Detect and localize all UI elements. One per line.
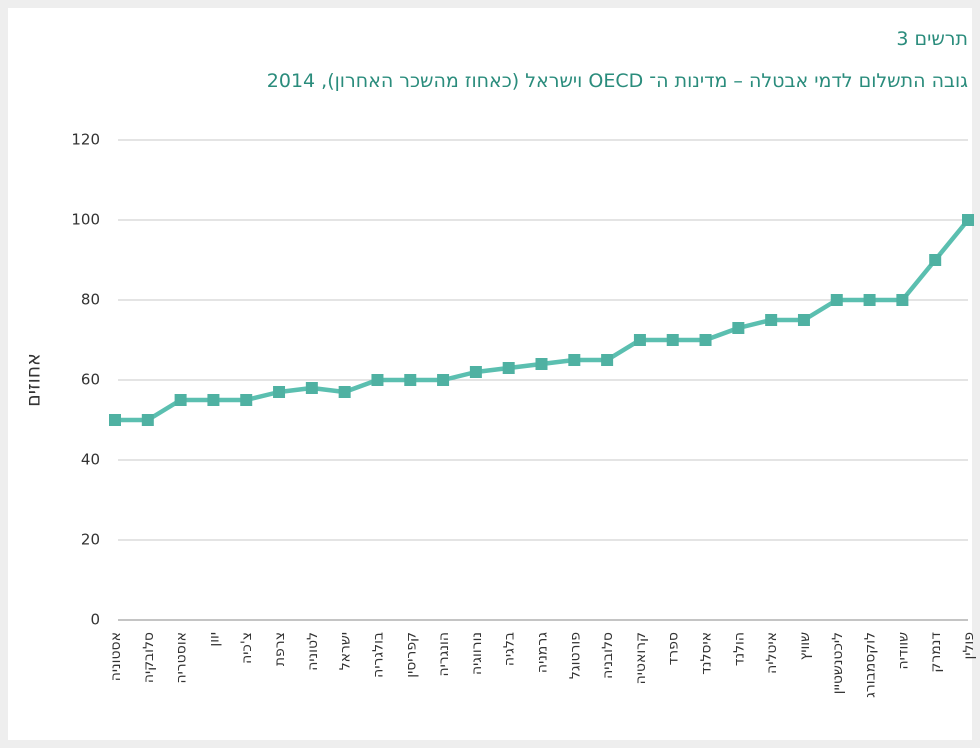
- x-tick-label: שוויץ: [797, 632, 813, 660]
- x-tick-label: קפריסין: [403, 632, 419, 678]
- x-tick-label: בלגיה: [502, 632, 518, 666]
- marker: [962, 214, 974, 226]
- marker: [929, 254, 942, 266]
- line: [115, 218, 970, 423]
- x-tick-label: איסלנד: [699, 632, 715, 675]
- marker: [601, 354, 614, 366]
- marker: [404, 374, 417, 386]
- marker: [830, 294, 843, 306]
- marker: [174, 394, 187, 406]
- marker: [141, 414, 154, 426]
- marker: [338, 386, 351, 398]
- marker: [437, 374, 450, 386]
- y-tick-label: 60: [81, 371, 100, 389]
- chart-subtitle: תרשים 3: [896, 28, 968, 50]
- x-tick-label: סלובניה: [600, 632, 616, 679]
- marker: [568, 354, 581, 366]
- x-tick-label: ספרד: [666, 632, 682, 665]
- x-tick-label: פולין: [961, 632, 977, 659]
- marker: [502, 362, 515, 374]
- y-tick-label: 80: [81, 291, 100, 309]
- marker: [732, 322, 745, 334]
- x-tick-label: צ'כיה: [239, 632, 255, 664]
- x-tick-label: איטליה: [764, 632, 780, 674]
- x-tick-label: בולגריה: [370, 632, 386, 678]
- marker: [896, 294, 909, 306]
- x-tick-label: אסטוניה: [108, 632, 124, 681]
- marker: [240, 394, 253, 406]
- y-tick-label: 40: [81, 451, 100, 469]
- y-tick-label: 120: [71, 131, 100, 149]
- y-tick-label: 100: [71, 211, 100, 229]
- marker: [535, 358, 548, 370]
- x-tick-label: הונגריה: [436, 632, 452, 677]
- x-tick-label: יוון: [206, 632, 222, 647]
- marker: [797, 314, 810, 326]
- y-tick-label: 20: [81, 531, 100, 549]
- marker: [371, 374, 384, 386]
- x-tick-label: גרמניה: [535, 632, 551, 673]
- marker: [666, 334, 679, 346]
- x-tick-label: ליכטנשטיין: [830, 632, 846, 694]
- x-tick-label: פורטוגל: [567, 632, 583, 679]
- x-tick-label: סלובקיה: [141, 632, 157, 683]
- marker: [765, 314, 778, 326]
- chart-title: גובה התשלום לדמי אבטלה – מדינות ה־ OECD …: [266, 70, 968, 92]
- marker: [305, 382, 318, 394]
- marker: [699, 334, 712, 346]
- x-tick-label: נורווגיה: [469, 632, 485, 675]
- marker: [273, 386, 286, 398]
- marker: [469, 366, 482, 378]
- y-axis-label: אחוזים: [23, 353, 45, 407]
- x-tick-label: לוקסמבורג: [863, 632, 879, 698]
- x-tick-label: לטוניה: [305, 632, 321, 671]
- x-tick-label: דנמרק: [928, 632, 944, 673]
- marker: [109, 414, 121, 426]
- x-tick-label: צרפת: [272, 632, 288, 666]
- x-tick-label: אוסטריה: [174, 632, 190, 684]
- y-tick-label: 0: [90, 611, 100, 629]
- panel: [8, 8, 972, 740]
- marker: [633, 334, 646, 346]
- marker: [207, 394, 220, 406]
- x-tick-label: שוודיה: [895, 632, 911, 670]
- x-tick-label: הולנד: [731, 632, 747, 666]
- x-tick-label: ישראל: [338, 632, 354, 670]
- marker: [863, 294, 876, 306]
- x-tick-label: קרואטיה: [633, 632, 649, 684]
